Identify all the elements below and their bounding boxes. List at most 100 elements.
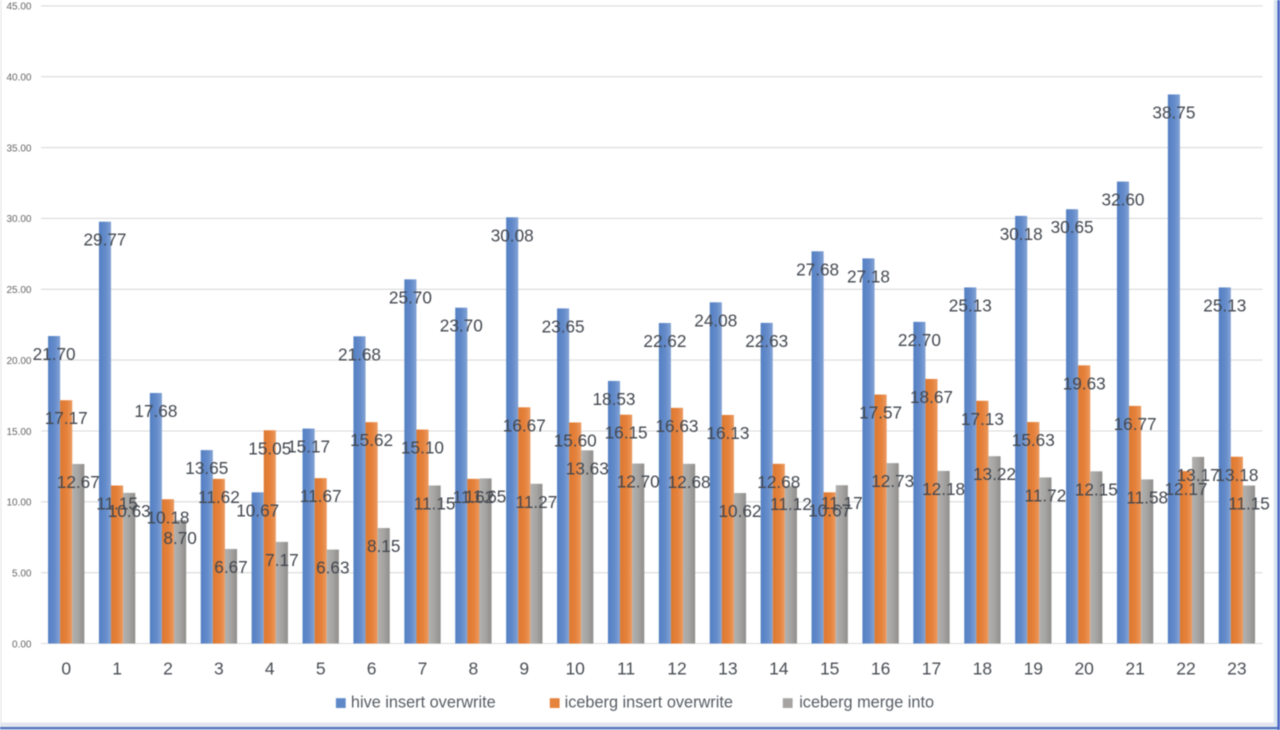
svg-text:23: 23 [1227,659,1246,679]
svg-text:25.00: 25.00 [6,285,31,296]
svg-text:11.12: 11.12 [770,494,812,514]
svg-text:3: 3 [214,659,224,679]
svg-text:15.60: 15.60 [554,430,597,450]
svg-text:0.00: 0.00 [12,639,32,650]
svg-text:25.13: 25.13 [949,295,992,315]
svg-text:22.70: 22.70 [898,330,941,350]
svg-text:19.63: 19.63 [1063,373,1106,393]
svg-text:11.15: 11.15 [96,494,138,514]
svg-text:29.77: 29.77 [83,230,126,250]
svg-text:30.65: 30.65 [1051,217,1094,237]
svg-text:40.00: 40.00 [6,73,31,84]
svg-text:18: 18 [973,659,992,679]
svg-text:15.17: 15.17 [287,437,330,457]
svg-text:8: 8 [469,659,479,679]
svg-text:8.70: 8.70 [163,528,196,548]
svg-text:2: 2 [163,659,173,679]
svg-text:17.17: 17.17 [45,408,88,428]
svg-text:21: 21 [1125,659,1144,679]
svg-text:12.15: 12.15 [1075,479,1118,499]
svg-text:13.65: 13.65 [185,458,228,478]
svg-text:15.05: 15.05 [248,438,291,458]
svg-text:30.00: 30.00 [6,214,31,225]
svg-text:6.67: 6.67 [214,557,247,577]
svg-text:11.17: 11.17 [821,493,863,513]
svg-text:12: 12 [667,659,686,679]
svg-text:12.70: 12.70 [617,472,660,492]
svg-text:11.15: 11.15 [414,494,456,514]
svg-text:12.73: 12.73 [871,471,914,491]
svg-text:21.70: 21.70 [33,344,76,364]
svg-text:12.68: 12.68 [757,472,800,492]
svg-text:14: 14 [769,659,789,679]
svg-text:17: 17 [922,659,941,679]
svg-text:10.63: 10.63 [108,501,151,521]
svg-text:5: 5 [316,659,326,679]
svg-text:35.00: 35.00 [6,143,31,154]
svg-text:11.62: 11.62 [453,487,495,507]
svg-text:11: 11 [617,659,635,679]
svg-text:15.63: 15.63 [1012,430,1055,450]
svg-text:6: 6 [367,659,377,679]
svg-text:38.75: 38.75 [1152,102,1195,122]
svg-text:17.57: 17.57 [859,403,902,423]
svg-text:23.70: 23.70 [440,316,483,336]
svg-text:15.00: 15.00 [6,427,31,438]
svg-text:11.58: 11.58 [1126,487,1168,507]
svg-text:22: 22 [1176,659,1195,679]
svg-text:11.27: 11.27 [516,492,558,512]
svg-text:12.17: 12.17 [1164,479,1207,499]
svg-text:13.18: 13.18 [1215,465,1258,485]
svg-text:16: 16 [871,659,890,679]
svg-text:21.68: 21.68 [338,344,381,364]
svg-text:8.15: 8.15 [367,536,400,556]
svg-text:7.17: 7.17 [265,550,298,570]
svg-text:22.63: 22.63 [745,331,788,351]
svg-text:45.00: 45.00 [6,2,31,13]
svg-text:11.62: 11.62 [198,487,240,507]
svg-text:iceberg merge into: iceberg merge into [799,694,934,712]
svg-text:10.67: 10.67 [236,500,279,520]
svg-text:13.22: 13.22 [973,464,1016,484]
svg-text:13: 13 [718,659,737,679]
svg-text:10.18: 10.18 [146,507,189,527]
svg-text:10: 10 [565,659,585,679]
svg-text:13.17: 13.17 [1177,465,1220,485]
svg-text:24.08: 24.08 [694,310,737,330]
svg-text:20.00: 20.00 [6,356,31,367]
svg-text:16.15: 16.15 [605,423,648,443]
svg-text:16.13: 16.13 [706,423,749,443]
svg-text:11.67: 11.67 [300,486,342,506]
svg-text:6.63: 6.63 [316,558,349,578]
svg-text:30.18: 30.18 [1000,224,1043,244]
svg-text:17.13: 17.13 [961,409,1004,429]
svg-text:10.67: 10.67 [808,500,851,520]
svg-text:16.63: 16.63 [655,416,698,436]
svg-text:12.67: 12.67 [57,472,100,492]
svg-text:18.67: 18.67 [910,387,953,407]
svg-text:27.18: 27.18 [847,266,890,286]
svg-text:23.65: 23.65 [542,316,585,336]
svg-text:15.62: 15.62 [350,430,393,450]
svg-text:5.00: 5.00 [12,569,32,580]
svg-text:20: 20 [1074,659,1094,679]
svg-text:15.10: 15.10 [401,438,444,458]
svg-text:10.00: 10.00 [6,498,31,509]
svg-text:iceberg insert overwrite: iceberg insert overwrite [565,694,733,712]
svg-text:11.72: 11.72 [1025,485,1067,505]
svg-text:1: 1 [112,659,122,679]
svg-text:hive insert overwrite: hive insert overwrite [351,694,496,712]
svg-text:12.18: 12.18 [922,479,965,499]
svg-text:4: 4 [265,659,275,679]
svg-text:16.67: 16.67 [503,415,546,435]
svg-text:9: 9 [519,659,529,679]
svg-text:32.60: 32.60 [1101,190,1144,210]
svg-text:18.53: 18.53 [592,389,635,409]
svg-text:16.77: 16.77 [1114,414,1157,434]
svg-text:12.68: 12.68 [668,472,711,492]
svg-text:7: 7 [418,659,428,679]
svg-text:17.68: 17.68 [134,401,177,421]
svg-text:10.62: 10.62 [718,501,761,521]
svg-text:25.70: 25.70 [389,287,432,307]
svg-text:25.13: 25.13 [1203,295,1246,315]
